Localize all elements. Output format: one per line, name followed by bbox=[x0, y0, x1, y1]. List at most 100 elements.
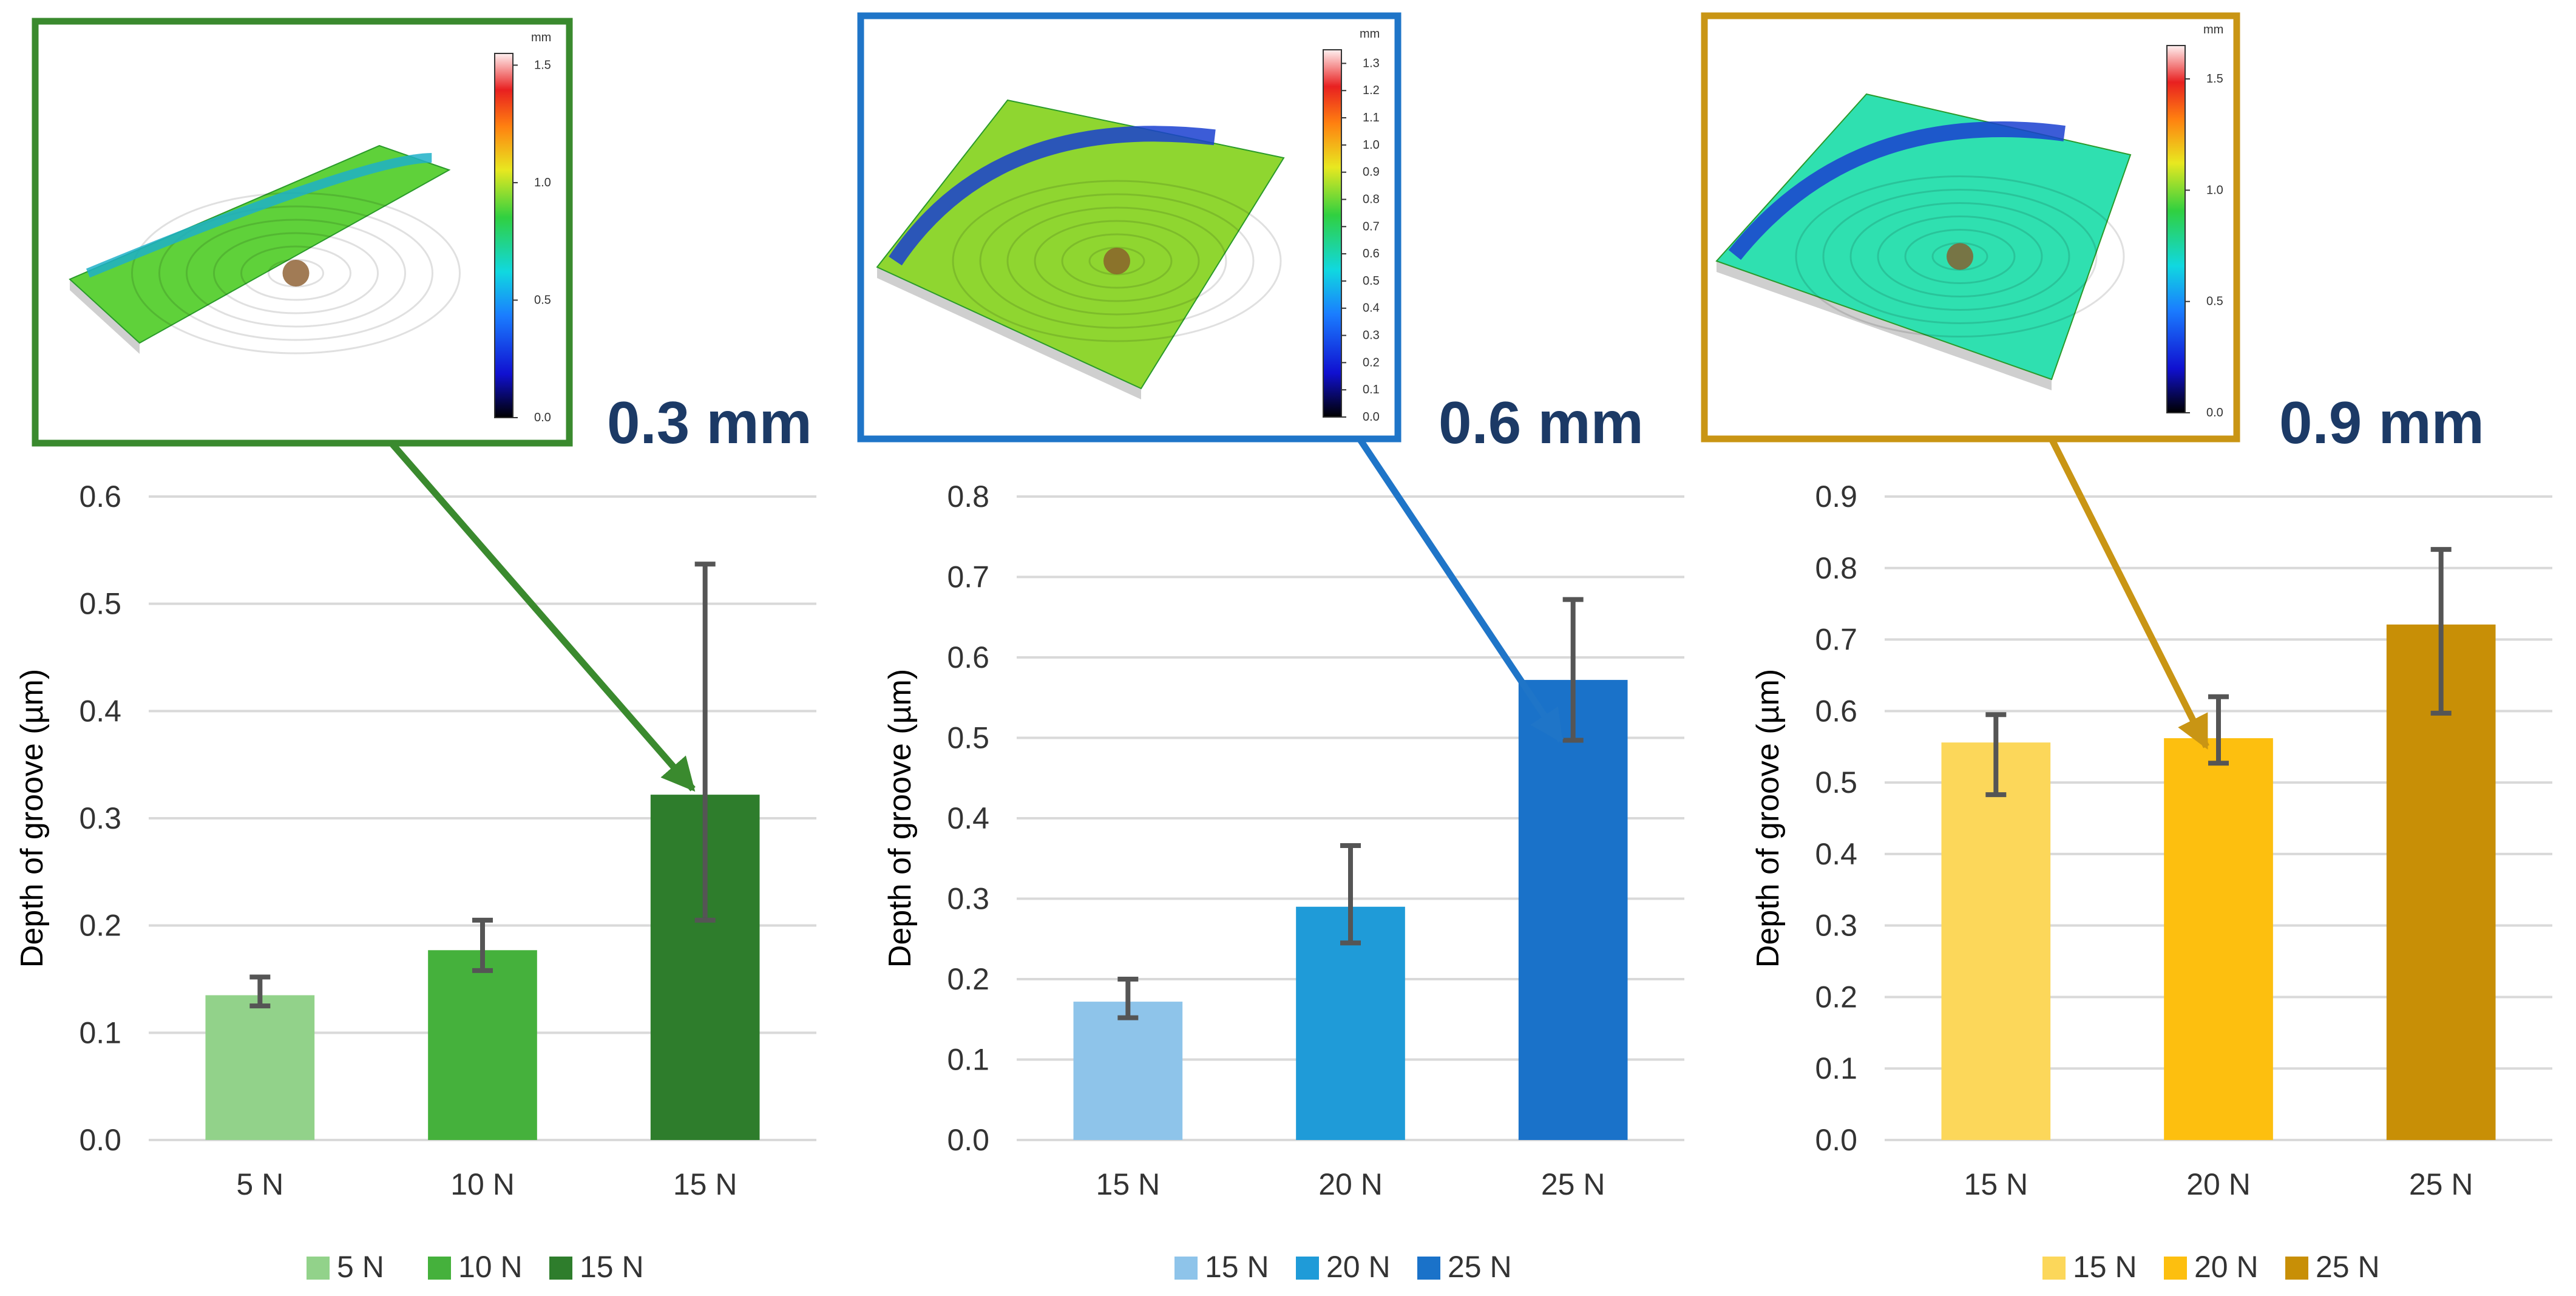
error-bar bbox=[2208, 694, 2229, 766]
plot-1: 0.0 0.1 0.2 0.3 0.4 0.5 0.6 0.7 0.8 15 N 20 N 25 N bbox=[947, 480, 1684, 1201]
bar bbox=[1073, 1002, 1183, 1140]
error-bar bbox=[1985, 712, 2007, 798]
inset-2: mm 1.5 1.0 0.5 0.0 bbox=[1701, 12, 2240, 443]
legend-item: 15 N bbox=[549, 1250, 644, 1284]
surface-ring bbox=[1849, 202, 2070, 311]
error-bar bbox=[1117, 977, 1139, 1020]
wear-debris bbox=[282, 260, 310, 287]
x-tick-label: 20 N bbox=[2186, 1167, 2251, 1201]
y-tick-label: 0.7 bbox=[947, 560, 989, 594]
surface-top bbox=[69, 144, 451, 344]
legend-1: 15 N 20 N 25 N bbox=[1174, 1250, 1512, 1284]
surface-ring bbox=[1877, 215, 2043, 297]
legend-item: 15 N bbox=[1174, 1250, 1269, 1284]
y-tick-label: 0.1 bbox=[947, 1043, 989, 1077]
colorbar-tick-label: 0.5 bbox=[2206, 295, 2223, 308]
legend-swatch bbox=[307, 1257, 330, 1280]
surface-ring bbox=[1822, 189, 2098, 324]
legend-label: 15 N bbox=[580, 1250, 644, 1284]
colorbar-unit: mm bbox=[1360, 27, 1380, 41]
wear-debris bbox=[1947, 243, 1973, 270]
surface-ring bbox=[158, 205, 433, 341]
surface-3d-1 bbox=[876, 99, 1285, 399]
legend-swatch bbox=[2042, 1257, 2066, 1280]
error-bar bbox=[2430, 547, 2452, 716]
y-tick-label: 0.6 bbox=[79, 480, 121, 514]
callout-arrow-0 bbox=[388, 441, 696, 792]
colorbar-tick-label: 0.0 bbox=[2206, 406, 2223, 419]
colorbar-tick-label: 0.1 bbox=[1363, 383, 1380, 396]
y-axis-title-2: Depth of groove (µm) bbox=[1751, 669, 1786, 968]
bar bbox=[205, 995, 315, 1140]
surface-ring bbox=[1904, 229, 2016, 284]
legend-2: 15 N 20 N 25 N bbox=[2042, 1250, 2380, 1284]
legend-swatch bbox=[428, 1257, 451, 1280]
surface-3d-2 bbox=[1715, 93, 2132, 390]
x-tick-label: 15 N bbox=[1964, 1167, 2029, 1201]
y-tick-label: 0.0 bbox=[79, 1123, 121, 1157]
colorbar-tick-label: 1.0 bbox=[2206, 183, 2223, 197]
y-tick-label: 0.1 bbox=[1815, 1051, 1857, 1085]
colorbar-tick-label: 0.4 bbox=[1363, 302, 1380, 315]
y-tick-label: 0.0 bbox=[1815, 1123, 1857, 1157]
groove-width-label-2: 0.9 mm bbox=[2279, 389, 2484, 456]
colorbar-tick-label: 1.5 bbox=[2206, 72, 2223, 86]
legend-label: 20 N bbox=[2194, 1250, 2259, 1284]
y-tick-label: 0.2 bbox=[947, 962, 989, 996]
x-tick-label: 15 N bbox=[673, 1167, 737, 1201]
legend-0: 5 N 10 N 15 N bbox=[307, 1250, 644, 1284]
colorbar-tick-label: 1.0 bbox=[534, 176, 551, 189]
y-tick-label: 0.5 bbox=[79, 587, 121, 621]
y-tick-label: 0.7 bbox=[1815, 623, 1857, 657]
y-tick-label: 0.6 bbox=[1815, 694, 1857, 728]
colorbar-gradient bbox=[2166, 45, 2186, 413]
legend-item: 25 N bbox=[1417, 1250, 1512, 1284]
colorbar-tick-label: 1.1 bbox=[1363, 111, 1380, 124]
surface-ring bbox=[186, 219, 406, 328]
x-tick-label: 25 N bbox=[1541, 1167, 1605, 1201]
y-tick-label: 0.9 bbox=[1815, 480, 1857, 514]
y-tick-label: 0.1 bbox=[79, 1016, 121, 1050]
surface-top bbox=[1715, 93, 2132, 381]
x-tick-label: 10 N bbox=[450, 1167, 515, 1201]
colorbar-tick-label: 1.0 bbox=[1363, 138, 1380, 152]
y-tick-label: 0.5 bbox=[1815, 765, 1857, 799]
surface-edge bbox=[70, 279, 140, 354]
surface-ring bbox=[1061, 233, 1173, 289]
x-tick-label: 5 N bbox=[236, 1167, 283, 1201]
legend-item: 20 N bbox=[1296, 1250, 1391, 1284]
surface-ring bbox=[213, 232, 379, 314]
colorbar-tick-label: 0.6 bbox=[1363, 247, 1380, 260]
surface-ring bbox=[1795, 175, 2125, 338]
x-tick-label: 20 N bbox=[1318, 1167, 1383, 1201]
legend-item: 10 N bbox=[428, 1250, 523, 1284]
colorbar-tick-label: 0.5 bbox=[1363, 274, 1380, 288]
surface-3d-0 bbox=[69, 144, 461, 355]
legend-swatch bbox=[1296, 1257, 1319, 1280]
colorbar-tick-label: 1.3 bbox=[1363, 56, 1380, 70]
y-tick-label: 0.2 bbox=[79, 909, 121, 943]
legend-swatch bbox=[2164, 1257, 2187, 1280]
surface-ring bbox=[952, 180, 1282, 342]
y-tick-label: 0.6 bbox=[947, 640, 989, 674]
error-bar bbox=[1340, 843, 1361, 946]
bar bbox=[428, 950, 537, 1140]
bar bbox=[1296, 906, 1405, 1140]
legend-label: 15 N bbox=[2073, 1250, 2137, 1284]
callout-arrow-1 bbox=[1357, 436, 1564, 744]
groove-width-label-0: 0.3 mm bbox=[607, 389, 812, 456]
surface-ring bbox=[1006, 206, 1227, 316]
y-tick-label: 0.3 bbox=[79, 801, 121, 835]
panel-2: mm 1.5 1.0 0.5 0.0 0.9 mm 0.0 0.1 0.2 0.3 0.4 0.5… bbox=[1701, 12, 2552, 1284]
bar bbox=[1518, 680, 1628, 1140]
colorbar-tick-label: 0.5 bbox=[534, 293, 551, 307]
y-tick-label: 0.4 bbox=[1815, 837, 1857, 871]
colorbar-1: mm 1.3 1.2 1.1 1.0 0.9 0.8 0.7 0.6 0.5 0.4 0.3 0.2 0.… bbox=[1323, 27, 1380, 424]
error-bar bbox=[1562, 597, 1584, 743]
legend-item: 25 N bbox=[2285, 1250, 2380, 1284]
legend-label: 25 N bbox=[1448, 1250, 1512, 1284]
error-bar bbox=[694, 561, 716, 923]
plot-2: 0.0 0.1 0.2 0.3 0.4 0.5 0.6 0.7 0.8 0.9 15 N 20 N 25… bbox=[1815, 480, 2552, 1201]
y-tick-label: 0.4 bbox=[79, 694, 121, 728]
y-tick-label: 0.5 bbox=[947, 721, 989, 755]
